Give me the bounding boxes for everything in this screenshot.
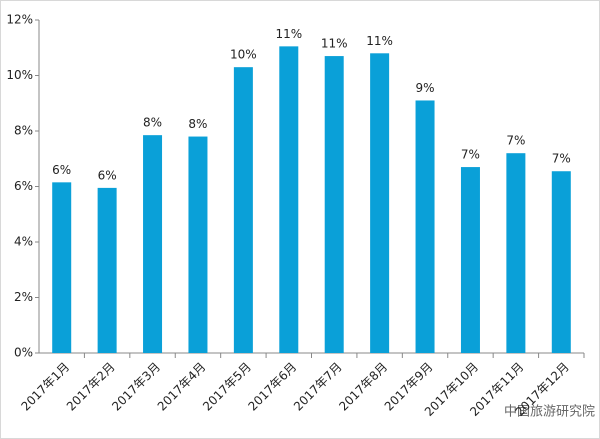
bar [279, 46, 299, 354]
bar [551, 171, 571, 353]
y-tick-label: 10% [6, 68, 33, 82]
bar [506, 153, 526, 353]
bar [233, 67, 253, 354]
value-label: 10% [230, 48, 257, 62]
bar [324, 56, 344, 353]
bar [415, 100, 435, 353]
value-label: 8% [188, 117, 207, 131]
y-tick-label: 4% [14, 235, 33, 249]
value-label: 6% [52, 163, 71, 177]
y-tick-label: 2% [14, 290, 33, 304]
value-label: 9% [416, 81, 435, 95]
bar [52, 182, 72, 353]
bar [97, 187, 117, 353]
value-label: 11% [275, 27, 302, 41]
bar [370, 53, 390, 354]
value-label: 8% [143, 116, 162, 130]
value-label: 7% [552, 152, 571, 166]
value-label: 11% [321, 37, 348, 51]
y-tick-label: 8% [14, 124, 33, 138]
y-tick-label: 0% [14, 346, 33, 360]
bar [143, 135, 163, 353]
value-label: 11% [366, 34, 393, 48]
y-tick-label: 12% [6, 13, 33, 27]
value-label: 7% [506, 134, 525, 148]
value-label: 6% [98, 168, 117, 182]
bar [460, 167, 480, 353]
y-tick-label: 6% [14, 179, 33, 193]
watermark: 中国旅游研究院 [504, 405, 595, 420]
bar [188, 136, 208, 353]
value-label: 7% [461, 148, 480, 162]
